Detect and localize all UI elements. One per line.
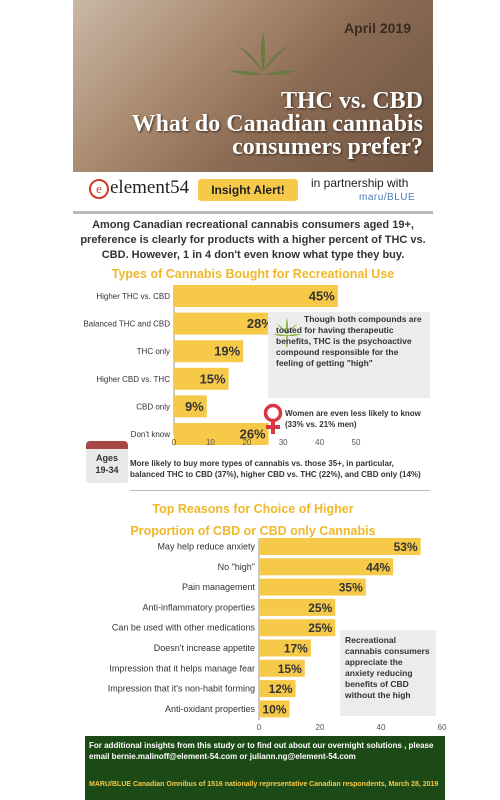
x-tick-label: 10 [206,438,215,447]
category-label: Pain management [182,582,256,592]
insight-alert-badge: Insight Alert! [198,179,298,201]
chart2-title: Top Reasons for Choice of Higher Proport… [73,498,433,542]
anxiety-note: Recreational cannabis consumers apprecia… [345,635,430,700]
x-tick-label: 20 [316,723,325,732]
category-label: No "high" [218,562,255,572]
category-label: May help reduce anxiety [157,542,255,552]
bar [259,639,311,657]
logo-mark: e [89,179,109,199]
page-title: THC vs. CBD What do Canadian cannabis co… [83,88,423,160]
women-note: Women are even less likely to know (33% … [285,409,421,429]
therapeutic-note-box: Though both compounds are touted for hav… [268,312,430,398]
category-label: Anti-inflammatory properties [142,602,255,612]
bar [259,700,290,718]
chart1-title: Types of Cannabis Bought for Recreationa… [111,267,395,281]
anxiety-note-box: Recreational cannabis consumers apprecia… [340,630,436,716]
logo-text: element54 [110,177,190,198]
title-line-2: What do Canadian cannabis [131,111,423,137]
hero-banner: April 2019 THC vs. CBD What do Canadian … [73,0,433,172]
intro-text: Among Canadian recreational cannabis con… [80,219,426,261]
bar [174,340,244,363]
data-label: 15% [278,662,302,676]
category-label: Higher THC vs. CBD [96,292,170,301]
category-label: CBD only [136,402,170,411]
category-label: Anti-oxidant properties [165,704,256,714]
ages-badge-line1: Ages [95,453,118,463]
bar [259,619,336,637]
x-tick-label: 0 [257,723,262,732]
data-label: 15% [200,371,226,386]
data-label: 10% [262,702,286,716]
brand-bar: e element54 Insight Alert! in partnership… [73,174,433,210]
partnership-text: in partnership with [311,176,409,190]
footer-source: MARU/BLUE Canadian Omnibus of 1516 natio… [89,781,439,788]
category-label: Can be used with other medications [112,623,256,633]
bar [174,285,338,307]
divider [73,211,433,214]
data-label: 26% [240,427,266,442]
data-label: 19% [214,344,240,359]
chart2-title-line2: Proportion of CBD or CBD only Cannabis [130,524,376,538]
data-label: 12% [269,682,293,696]
data-label: 25% [308,601,332,615]
data-label: 35% [339,581,363,595]
calendar-icon: Ages 19-34 [86,441,128,483]
bar [174,312,276,335]
x-tick-label: 60 [438,723,447,732]
marublue-logo: maru/BLUE [359,192,416,203]
bar [174,367,229,390]
cannabis-leaf-icon [229,32,297,76]
category-label: Balanced THC and CBD [83,320,170,329]
data-label: 25% [308,621,332,635]
data-label: 17% [284,642,308,656]
category-label: Higher CBD vs. THC [96,375,170,384]
divider [130,490,430,491]
element54-logo: e element54 [89,177,189,199]
x-tick-label: 40 [377,723,386,732]
category-label: Impression that it's non-habit forming [108,684,255,694]
female-symbol-icon [263,403,283,434]
x-tick-label: 50 [352,438,361,447]
therapeutic-note: Though both compounds are touted for hav… [276,314,422,368]
data-label: 9% [185,399,204,414]
category-label: THC only [137,347,170,356]
data-label: 45% [309,289,335,304]
bar [174,423,269,445]
bar [259,558,394,576]
cannabis-leaf-icon [272,317,302,347]
data-label: 28% [247,316,273,331]
x-tick-label: 30 [279,438,288,447]
bar [259,659,305,677]
ages-note: More likely to buy more types of cannabi… [130,459,421,479]
category-label: Don't know [131,430,171,439]
footer-contact-text: For additional insights from this study … [89,741,434,761]
bar [259,578,366,596]
bar [259,598,336,616]
chart2-title-line1: Top Reasons for Choice of Higher [152,502,354,516]
bar [259,680,296,698]
category-label: Doesn't increase appetite [154,643,255,653]
x-tick-label: 0 [172,438,177,447]
report-date: April 2019 [344,20,411,36]
footer: For additional insights from this study … [85,736,445,800]
ages-badge-line2: 19-34 [95,465,119,475]
x-tick-label: 40 [315,438,324,447]
x-tick-label: 20 [242,438,251,447]
title-line-1: THC vs. CBD [280,88,423,114]
bar [259,538,421,555]
data-label: 53% [394,540,418,554]
title-line-3: consumers prefer? [232,134,423,160]
data-label: 44% [366,560,390,574]
bar [174,395,207,418]
category-label: Impression that it helps manage fear [109,663,255,673]
